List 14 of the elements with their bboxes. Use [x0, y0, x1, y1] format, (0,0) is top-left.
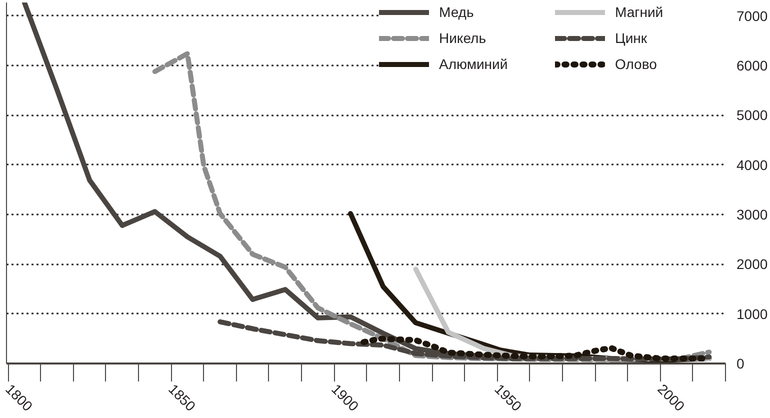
y-tick-label: 6000: [736, 58, 768, 74]
y-tick-label: 3000: [736, 206, 768, 223]
y-tick-label: 1000: [736, 306, 768, 322]
legend-label: Медь: [439, 4, 475, 20]
y-tick-label: 7000: [736, 8, 768, 24]
y-tick-label: 5000: [736, 107, 768, 124]
y-tick-label: 2000: [736, 256, 768, 272]
y-tick-label: 0: [736, 356, 744, 372]
legend-label: Алюминий: [439, 56, 509, 72]
legend-label: Никель: [439, 30, 487, 46]
y-tick-label: 4000: [736, 156, 768, 173]
legend-label: Магний: [615, 4, 664, 20]
legend-label: Олово: [615, 56, 658, 72]
legend-label: Цинк: [615, 30, 648, 46]
